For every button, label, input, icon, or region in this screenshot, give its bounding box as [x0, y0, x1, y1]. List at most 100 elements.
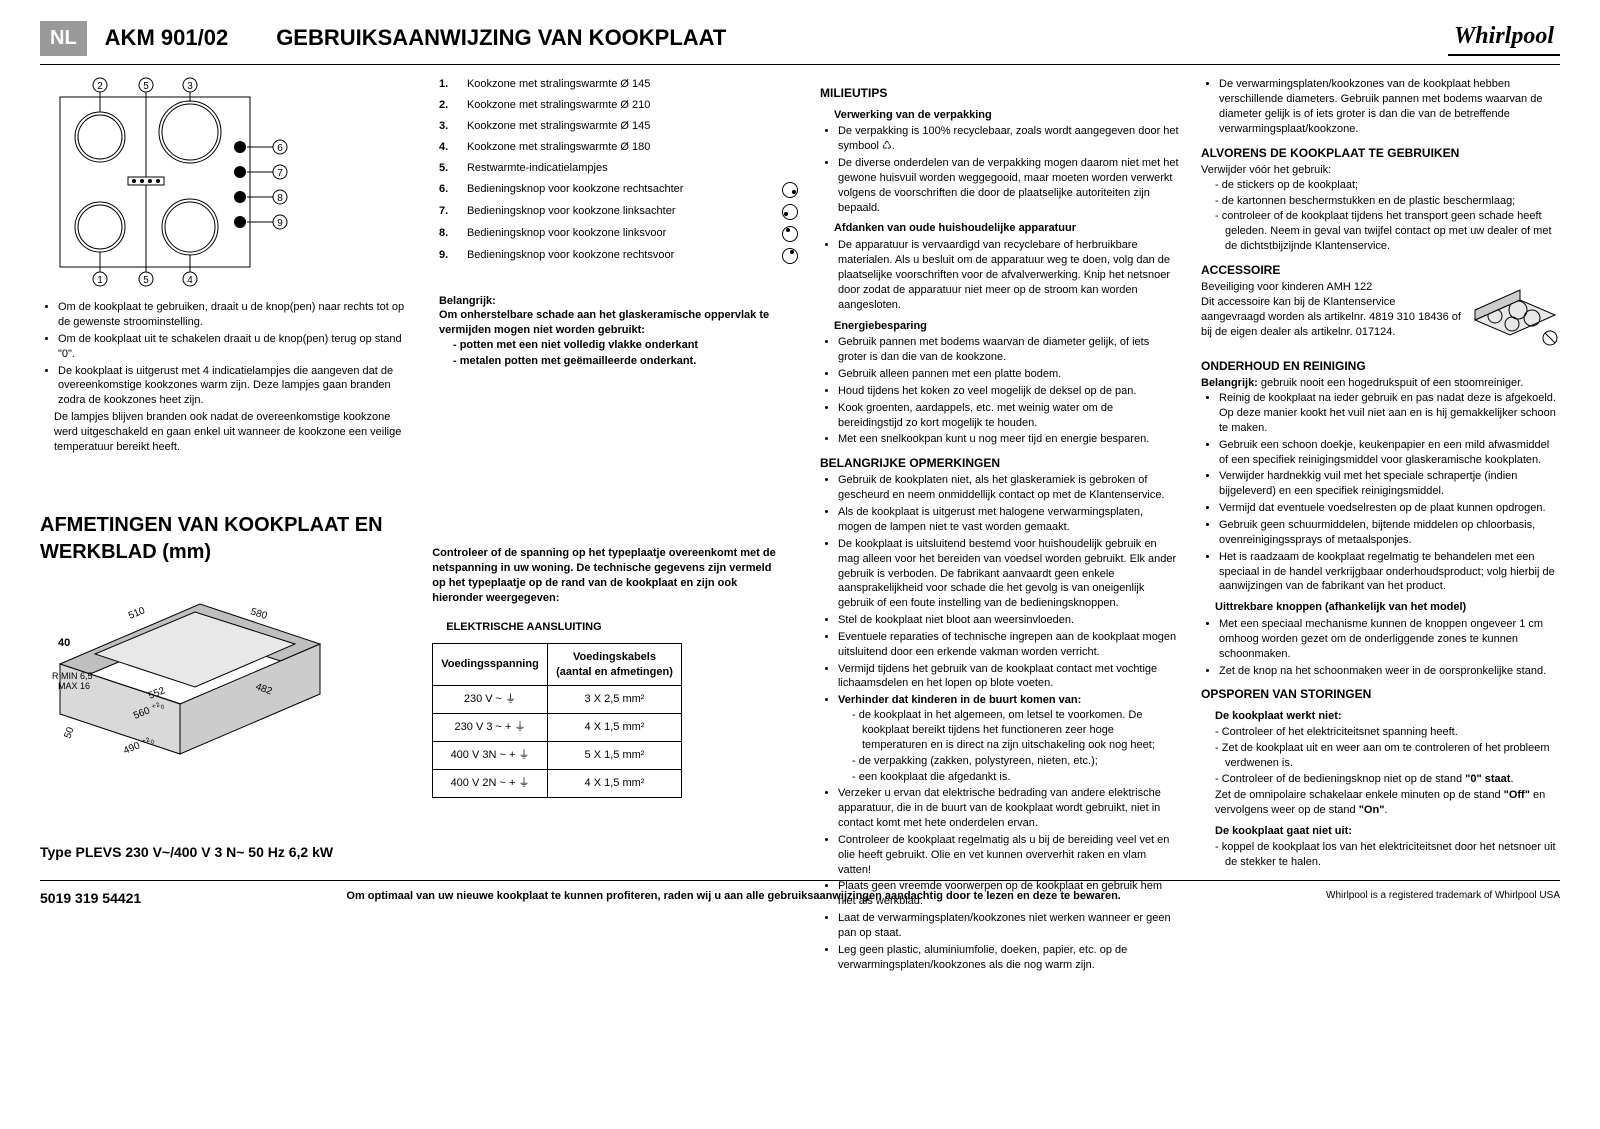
page-title: GEBRUIKSAANWIJZING VAN KOOKPLAAT — [276, 23, 726, 53]
svg-text:8: 8 — [277, 193, 283, 204]
heading-alvorens: ALVORENS DE KOOKPLAAT TE GEBRUIKEN — [1201, 145, 1560, 161]
heading-knoppen: Uittrekbare knoppen (afhankelijk van het… — [1201, 600, 1560, 615]
list-item: Gebruik een schoon doekje, keukenpapier … — [1219, 438, 1560, 468]
important-block: Belangrijk: Om onherstelbare schade aan … — [439, 294, 798, 339]
alvorens-lead: Verwijder vóór het gebruik: — [1201, 163, 1560, 178]
list-item: Als de kookplaat is uitgerust met haloge… — [838, 505, 1179, 535]
table-cell: 230 V 3 ~ + ⏚ — [433, 714, 548, 742]
list-item: De verwarmingsplaten/kookzones van de ko… — [1219, 77, 1560, 136]
kinderen-lead: Verhinder dat kinderen in de buurt komen… — [838, 694, 1081, 706]
list-item: De diverse onderdelen van de verpakking … — [838, 156, 1179, 215]
list-item: Controleer of de bedieningsknop niet op … — [1215, 772, 1560, 787]
col-milieu-belangrijk: MILIEUTIPS Verwerking van de verpakking … — [820, 77, 1179, 974]
brand-logo: Whirlpool — [1448, 20, 1560, 56]
list-item: Laat de verwarmingsplaten/kookzones niet… — [838, 911, 1179, 941]
svg-text:50: 50 — [62, 726, 76, 741]
heading-milieutips: MILIEUTIPS — [820, 85, 1179, 101]
svg-text:1: 1 — [97, 275, 103, 286]
knob-icon — [782, 226, 798, 242]
list-item: Gebruik de kookplaten niet, als het glas… — [838, 473, 1179, 503]
usage-tail: De lampjes blijven branden ook nadat de … — [40, 410, 417, 455]
legend-text: Bedieningsknop voor kookzone rechtsachte… — [467, 182, 683, 197]
legend-text: Bedieningsknop voor kookzone linksvoor — [467, 226, 666, 241]
heading-afdanken: Afdanken van oude huishoudelijke apparat… — [820, 221, 1179, 236]
header: NL AKM 901/02 GEBRUIKSAANWIJZING VAN KOO… — [40, 20, 1560, 65]
list-item: Reinig de kookplaat na ieder gebruik en … — [1219, 391, 1560, 436]
knob-icon — [782, 204, 798, 220]
list-item: Eventuele reparaties of technische ingre… — [838, 630, 1179, 660]
heading-storingen: OPSPOREN VAN STORINGEN — [1201, 686, 1560, 702]
list-item: Verwijder hardnekkig vuil met het specia… — [1219, 469, 1560, 499]
footer-right: Whirlpool is a registered trademark of W… — [1326, 889, 1560, 903]
svg-text:MAX 16: MAX 16 — [58, 681, 90, 691]
svg-text:510: 510 — [127, 606, 147, 623]
footer-center: Om optimaal van uw nieuwe kookplaat te k… — [141, 889, 1326, 904]
knob-icon — [782, 248, 798, 264]
top-bullet-list: De verwarmingsplaten/kookzones van de ko… — [1201, 77, 1560, 136]
list-item: De kookplaat is uitsluitend bestemd voor… — [838, 537, 1179, 611]
important-item: potten met een niet volledig vlakke onde… — [453, 338, 798, 353]
list-item: Vermijd tijdens het gebruik van de kookp… — [838, 662, 1179, 692]
table-cell: 230 V ~ ⏚ — [433, 686, 548, 714]
list-item: controleer of de kookplaat tijdens het t… — [1215, 209, 1560, 254]
gaat-niet-uit-list: koppel de kookplaat los van het elektric… — [1201, 840, 1560, 870]
legend-item: 3Kookzone met stralingswarmte Ø 145 — [439, 119, 798, 134]
list-item: Zet de kookplaat uit en weer aan om te c… — [1215, 741, 1560, 771]
list-item: Zet de knop na het schoonmaken weer in d… — [1219, 664, 1560, 679]
list-item: Controleer de kookplaat regelmatig als u… — [838, 833, 1179, 878]
alvorens-list: de stickers op de kookplaat; de kartonne… — [1201, 178, 1560, 254]
werkt-niet-tail: Zet de omnipolaire schakelaar enkele min… — [1201, 788, 1560, 818]
energie-list: Gebruik pannen met bodems waarvan de dia… — [820, 335, 1179, 447]
svg-text:2: 2 — [97, 81, 103, 92]
legend-text: Kookzone met stralingswarmte Ø 145 — [467, 119, 650, 134]
list-item: Controleer of het elektriciteitsnet span… — [1215, 725, 1560, 740]
legend-item: 1Kookzone met stralingswarmte Ø 145 — [439, 77, 798, 92]
legend-item: 2Kookzone met stralingswarmte Ø 210 — [439, 98, 798, 113]
list-item: de kookplaat in het algemeen, om letsel … — [852, 708, 1179, 753]
list-item: Kook groenten, aardappels, etc. met wein… — [838, 401, 1179, 431]
list-item: de kartonnen beschermstukken en de plast… — [1215, 194, 1560, 209]
legend-text: Kookzone met stralingswarmte Ø 180 — [467, 140, 650, 155]
list-item: Verzeker u ervan dat elektrische bedradi… — [838, 786, 1179, 831]
onderhoud-list: Reinig de kookplaat na ieder gebruik en … — [1201, 391, 1560, 594]
table-cell: 5 X 1,5 mm² — [547, 742, 681, 770]
col-right: De verwarmingsplaten/kookzones van de ko… — [1201, 77, 1560, 974]
svg-text:R MIN 6,5: R MIN 6,5 — [52, 671, 93, 681]
legend-text: Restwarmte-indicatielampjes — [467, 161, 608, 176]
electrical-table: Voedingsspanning Voedingskabels (aantal … — [432, 643, 682, 798]
svg-text:5: 5 — [143, 275, 149, 286]
svg-text:580: 580 — [249, 607, 269, 623]
dims-left: AFMETINGEN VAN KOOKPLAAT EN WERKBLAD (mm… — [40, 494, 410, 862]
language-badge: NL — [40, 21, 87, 56]
legend-item: 7Bedieningsknop voor kookzone linksachte… — [439, 204, 798, 220]
heading-accessoire: ACCESSOIRE — [1201, 262, 1560, 278]
svg-text:40: 40 — [58, 637, 70, 649]
usage-bullet: Om de kookplaat uit te schakelen draait … — [58, 332, 417, 362]
werkt-niet-list: Controleer of het elektriciteitsnet span… — [1201, 725, 1560, 786]
table-cell: 4 X 1,5 mm² — [547, 714, 681, 742]
heading-energie: Energiebesparing — [820, 319, 1179, 334]
list-item: koppel de kookplaat los van het elektric… — [1215, 840, 1560, 870]
list-item: Houd tijdens het koken zo veel mogelijk … — [838, 384, 1179, 399]
footer-left: 5019 319 54421 — [40, 889, 141, 908]
model-number: AKM 901/02 — [105, 23, 229, 53]
list-item: Gebruik alleen pannen met een platte bod… — [838, 367, 1179, 382]
table-cell: 4 X 1,5 mm² — [547, 769, 681, 797]
accessory-text: Beveiliging voor kinderen AMH 122 Dit ac… — [1201, 280, 1462, 339]
important-text: Om onherstelbare schade aan het glaskera… — [439, 309, 769, 336]
table-cell: 3 X 2,5 mm² — [547, 686, 681, 714]
list-item: Gebruik pannen met bodems waarvan de dia… — [838, 335, 1179, 365]
heading-belangrijke-opm: BELANGRIJKE OPMERKINGEN — [820, 455, 1179, 471]
list-item: Leg geen plastic, aluminiumfolie, doeken… — [838, 943, 1179, 973]
important-item: metalen potten met geëmailleerde onderka… — [453, 354, 798, 369]
dims-right: Controleer of de spanning op het typepla… — [432, 494, 785, 862]
list-item: De verpakking is 100% recyclebaar, zoals… — [838, 124, 1179, 154]
important-label: Belangrijk: — [439, 295, 496, 307]
important-items: potten met een niet volledig vlakke onde… — [439, 338, 798, 369]
knoppen-list: Met een speciaal mechanisme kunnen de kn… — [1201, 617, 1560, 678]
list-item: een kookplaat die afgedankt is. — [852, 770, 1179, 785]
list-item: de stickers op de kookplaat; — [1215, 178, 1560, 193]
heading-werkt-niet: De kookplaat werkt niet: — [1201, 709, 1560, 724]
svg-text:7: 7 — [277, 168, 283, 179]
legend-item: 6Bedieningsknop voor kookzone rechtsacht… — [439, 182, 798, 198]
